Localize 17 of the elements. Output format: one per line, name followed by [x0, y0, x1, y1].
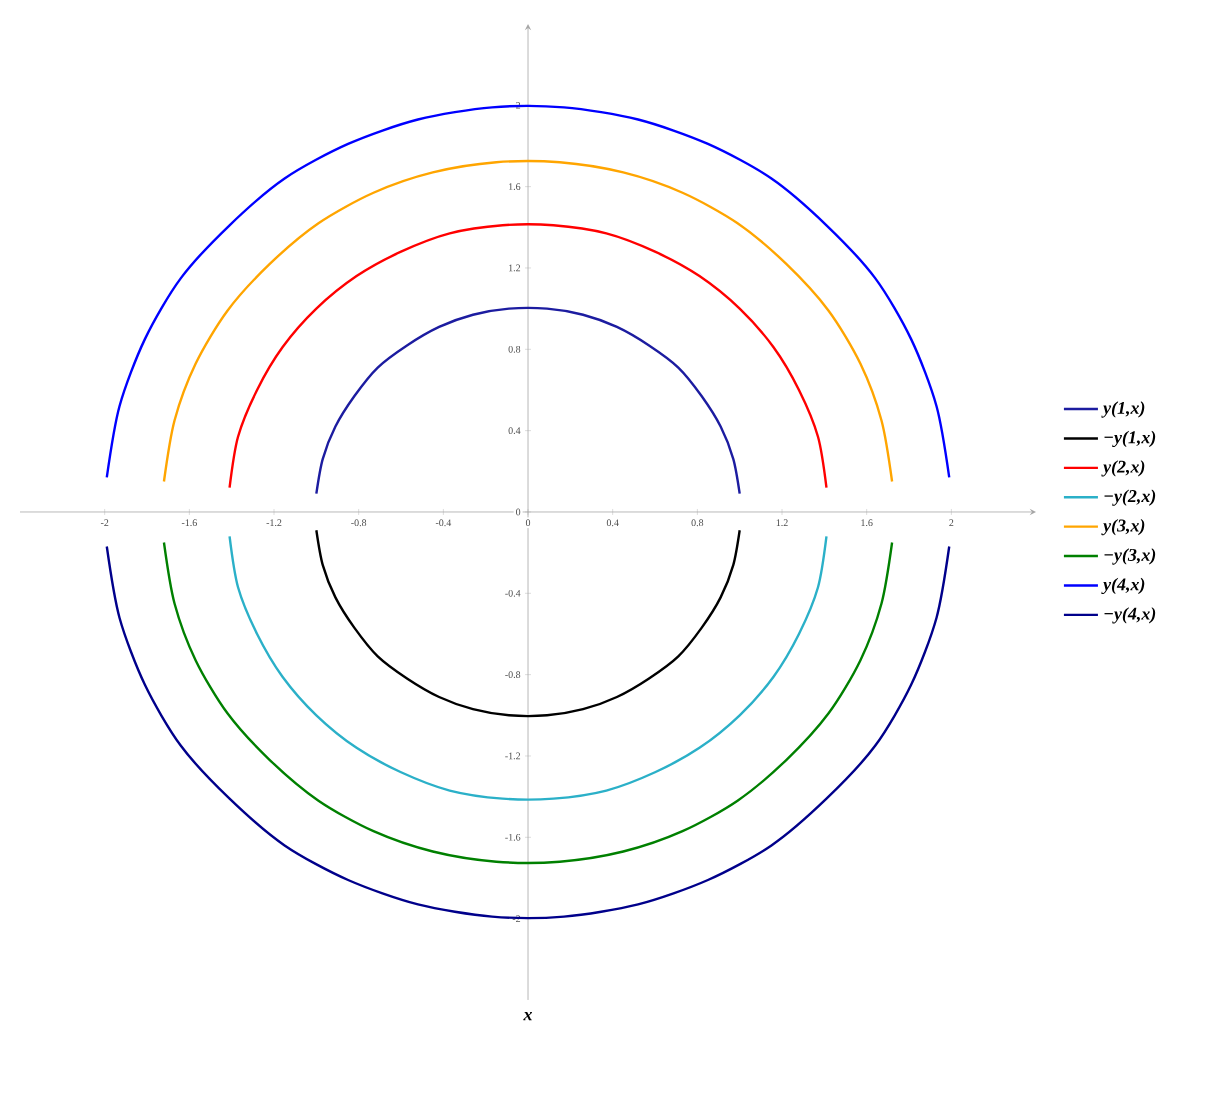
line-series [162, 160, 894, 483]
line-series [105, 104, 951, 479]
legend-label: y(1,x) [1101, 401, 1145, 418]
line-series [228, 535, 828, 801]
legend-label: −y(2,x) [1104, 489, 1156, 506]
legend-label: y(3,x) [1101, 518, 1145, 536]
legend-label: y(4,x) [1101, 577, 1145, 595]
legend-label: −y(3,x) [1104, 548, 1156, 565]
line-series [315, 529, 741, 718]
line-series [315, 306, 741, 495]
line-series [105, 545, 951, 920]
x-axis-title: x [523, 1011, 533, 1021]
line-series [162, 541, 894, 864]
line-series [228, 223, 828, 489]
legend-label: −y(1,x) [1104, 430, 1156, 448]
legend-label: y(2,x) [1101, 460, 1145, 477]
legend-label: −y(4,x) [1104, 607, 1156, 624]
